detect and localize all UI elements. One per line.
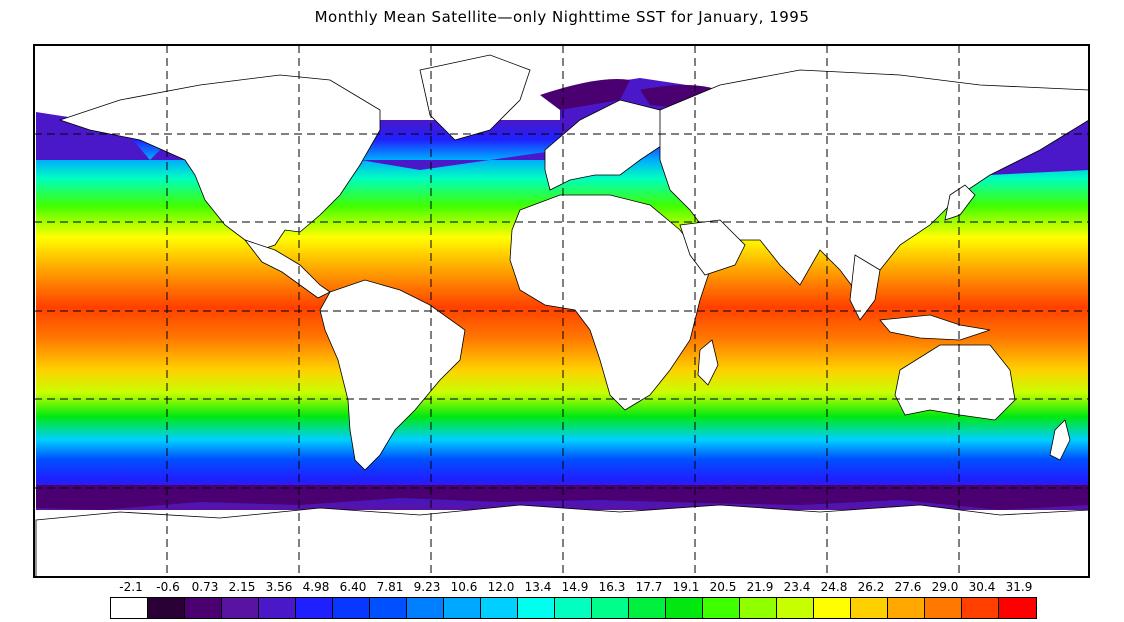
map-title: Monthly Mean Satellite—only Nighttime SS… <box>314 8 810 26</box>
colorbar-label: 24.8 <box>820 580 848 594</box>
graticule <box>34 45 1089 577</box>
colorbar-label: 21.9 <box>746 580 774 594</box>
colorbar-swatch: #c8ff00 <box>777 598 814 618</box>
southeast-asia <box>849 254 881 321</box>
colorbar-label: -0.6 <box>156 580 180 594</box>
colorbar-label: 31.9 <box>1005 580 1033 594</box>
colorbar-label: 30.4 <box>968 580 996 594</box>
colorbar-label: -2.1 <box>119 580 143 594</box>
colorbar-swatch: #0838ff <box>333 598 370 618</box>
greenland <box>419 54 531 141</box>
colorbar-swatch: #ffa800 <box>888 598 925 618</box>
australia <box>894 344 1016 421</box>
colorbar-swatch: #ff7800 <box>925 598 962 618</box>
colorbar-label: 13.4 <box>524 580 552 594</box>
colorbar-swatch: #4a0070 <box>185 598 222 618</box>
colorbar-label: 6.40 <box>339 580 367 594</box>
colorbar-label: 0.73 <box>191 580 219 594</box>
colorbar-labels: -2.1 -0.6 0.73 2.15 3.56 4.98 6.40 7.81 9.23 10.6… <box>0 580 1124 596</box>
map-frame <box>33 44 1090 578</box>
colorbar-swatch: #ff0000 <box>999 598 1036 618</box>
colorbar-swatch: #ff4000 <box>962 598 999 618</box>
colorbar-label: 19.1 <box>672 580 700 594</box>
central-america <box>243 239 331 299</box>
colorbar-swatch: #ffff00 <box>814 598 851 618</box>
arabian-peninsula <box>679 219 746 276</box>
new-zealand <box>1049 419 1071 461</box>
colorbar-label: 20.5 <box>709 580 737 594</box>
colorbar-label: 26.2 <box>857 580 885 594</box>
colorbar-label: 12.0 <box>487 580 515 594</box>
colorbar-label: 16.3 <box>598 580 626 594</box>
colorbar-label: 27.6 <box>894 580 922 594</box>
colorbar-label: 17.7 <box>635 580 663 594</box>
europe <box>544 99 671 191</box>
colorbar-label: 3.56 <box>265 580 293 594</box>
south-america <box>319 279 466 471</box>
colorbar-swatch: #00d0ff <box>481 598 518 618</box>
colorbar-label: 10.6 <box>450 580 478 594</box>
colorbar-swatch: #00a8ff <box>444 598 481 618</box>
africa <box>509 194 711 411</box>
colorbar-label: 2.15 <box>228 580 256 594</box>
indonesia <box>879 314 991 341</box>
colorbar-swatch: #90ff00 <box>740 598 777 618</box>
colorbar-swatch: #00e810 <box>666 598 703 618</box>
madagascar <box>697 339 719 386</box>
colorbar-swatch: #4a18c8 <box>259 598 296 618</box>
colorbar-label: 7.81 <box>376 580 404 594</box>
sst-map <box>33 44 1090 578</box>
colorbar-swatch: #40ff00 <box>703 598 740 618</box>
colorbar-swatch: #2a0036 <box>148 598 185 618</box>
colorbar-swatch: #00ffee <box>518 598 555 618</box>
colorbar-swatch: #5a12a0 <box>222 598 259 618</box>
colorbar-swatch: #ffd000 <box>851 598 888 618</box>
colorbar-swatch: #0050ff <box>370 598 407 618</box>
colorbar-label: 29.0 <box>931 580 959 594</box>
japan <box>944 184 976 221</box>
colorbar-label: 9.23 <box>413 580 441 594</box>
colorbar-swatch: #00f040 <box>629 598 666 618</box>
colorbar: #ffffff#2a0036#4a0070#5a12a0#4a18c8#2020… <box>110 597 1037 619</box>
colorbar-label: 23.4 <box>783 580 811 594</box>
north-america <box>58 74 381 251</box>
colorbar-swatch: #0080ff <box>407 598 444 618</box>
colorbar-swatch: #2020ff <box>296 598 333 618</box>
colorbar-swatch: #00ff8a <box>592 598 629 618</box>
colorbar-label: 4.98 <box>302 580 330 594</box>
colorbar-swatch: #ffffff <box>111 598 148 618</box>
colorbar-label: 14.9 <box>561 580 589 594</box>
colorbar-swatch: #00ffc0 <box>555 598 592 618</box>
